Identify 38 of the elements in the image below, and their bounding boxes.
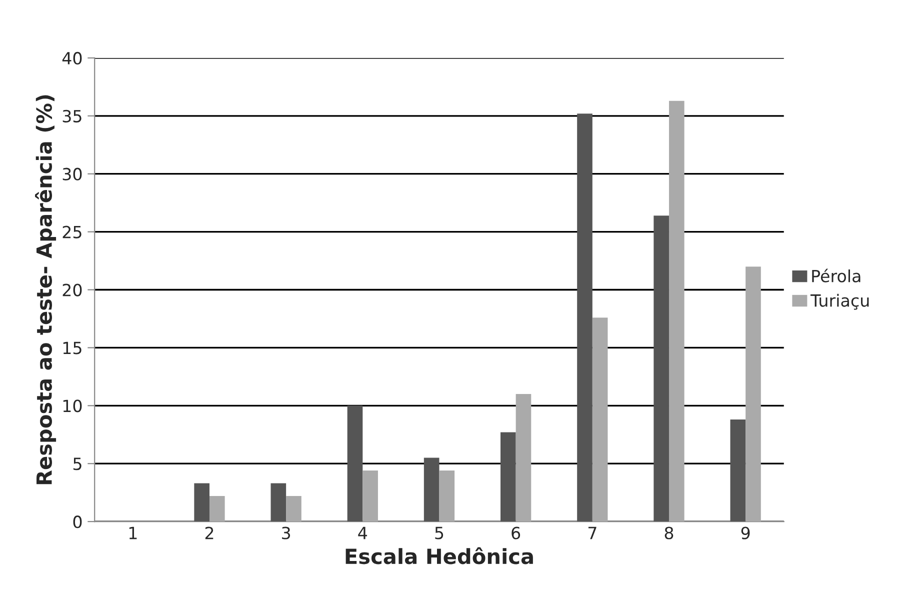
x-tick-label: 4 [358,526,368,540]
y-tick-label: 35 [62,110,82,122]
x-tick-label: 5 [435,526,444,540]
bar [286,496,302,522]
x-tick-label: 8 [664,526,674,540]
bar [577,114,592,522]
x-tick-label: 9 [741,526,750,540]
y-tick-label: 15 [63,342,82,354]
y-tick-label: 40 [62,52,82,65]
x-tick-label: 6 [512,526,520,540]
y-tick-label: 30 [62,168,82,180]
bar [730,420,746,522]
bar [362,470,378,522]
bar [592,318,608,522]
y-tick-label: 5 [73,458,82,470]
bar [194,483,210,522]
x-tick-label: 1 [129,526,137,540]
bar [209,496,225,522]
y-tick-label: 25 [62,226,82,238]
x-tick-label: 2 [205,526,214,540]
y-axis-title: Resposta ao teste- Aparência (%) [35,95,56,484]
x-tick-label: 3 [282,526,290,540]
y-tick-label: 20 [62,284,82,296]
bar [500,432,516,522]
bar [424,458,440,522]
legend-label: Turiaçu [810,294,869,310]
y-tick-label: 0 [73,516,82,528]
x-axis-title: Escala Hedônica [346,547,533,564]
x-tick-label: 7 [588,526,596,540]
y-tick-label: 10 [63,400,82,412]
bar [347,406,363,522]
bar [516,394,532,522]
bar [668,100,684,522]
bar [746,266,761,522]
bar [270,483,286,522]
legend-label: Pérola [812,268,860,282]
bar [439,470,455,522]
bar [654,216,669,522]
